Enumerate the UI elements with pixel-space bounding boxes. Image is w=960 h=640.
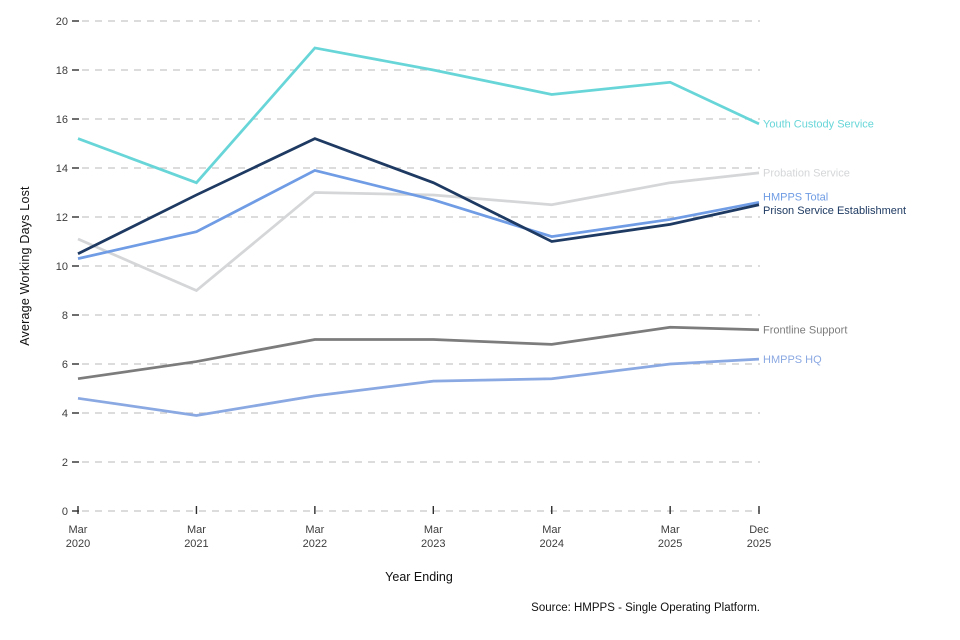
y-tick-label: 6	[62, 359, 68, 371]
y-tick-label: 20	[56, 16, 68, 28]
y-tick-label: 12	[56, 212, 68, 224]
series-label-youth-custody-service: Youth Custody Service	[763, 119, 874, 131]
x-axis: Mar 2020 Mar 2021 Mar 2022 Mar 2023 Mar 2024 Mar 20…	[66, 506, 771, 550]
source-note: Source: HMPPS - Single Operating Platfor…	[531, 602, 760, 614]
x-tick-label: Mar 2022	[303, 524, 327, 550]
gridlines	[82, 20, 760, 512]
series-line-hmpps-hq	[77, 357, 760, 417]
series-label-prison-service-establishment: Prison Service Establishment	[763, 205, 906, 217]
y-tick-label: 14	[56, 163, 68, 175]
x-tick-label: Mar 2025	[658, 524, 682, 550]
y-tick-label: 8	[62, 310, 68, 322]
y-tick-label: 10	[56, 261, 68, 273]
series-line-youth-custody-service	[77, 46, 760, 185]
series-labels: Youth Custody Service Probation Service HM…	[763, 119, 906, 366]
x-axis-title: Year Ending	[385, 570, 453, 584]
series-lines	[77, 46, 760, 417]
series-label-frontline-support: Frontline Support	[763, 325, 847, 337]
series-line-probation-service	[77, 171, 760, 293]
y-tick-label: 16	[56, 114, 68, 126]
series-label-hmpps-hq: HMPPS HQ	[763, 354, 822, 366]
y-tick-label: 2	[62, 457, 68, 469]
x-tick-label: Mar 2021	[184, 524, 208, 550]
x-tick-label: Dec 2025	[747, 524, 771, 550]
y-axis: 0 2 4 6 8 10 12 14 16 18 20	[56, 16, 79, 518]
y-tick-label: 18	[56, 65, 68, 77]
series-line-hmpps-total	[77, 168, 760, 260]
series-label-probation-service: Probation Service	[763, 168, 850, 180]
y-tick-label: 0	[62, 506, 68, 518]
y-tick-label: 4	[62, 408, 68, 420]
x-tick-label: Mar 2024	[539, 524, 563, 550]
series-label-hmpps-total: HMPPS Total	[763, 192, 828, 204]
y-axis-title: Average Working Days Lost	[18, 186, 32, 346]
series-line-prison-service-establishment	[77, 137, 760, 255]
x-tick-label: Mar 2023	[421, 524, 445, 550]
x-tick-label: Mar 2020	[66, 524, 90, 550]
series-line-frontline-support	[77, 325, 760, 381]
